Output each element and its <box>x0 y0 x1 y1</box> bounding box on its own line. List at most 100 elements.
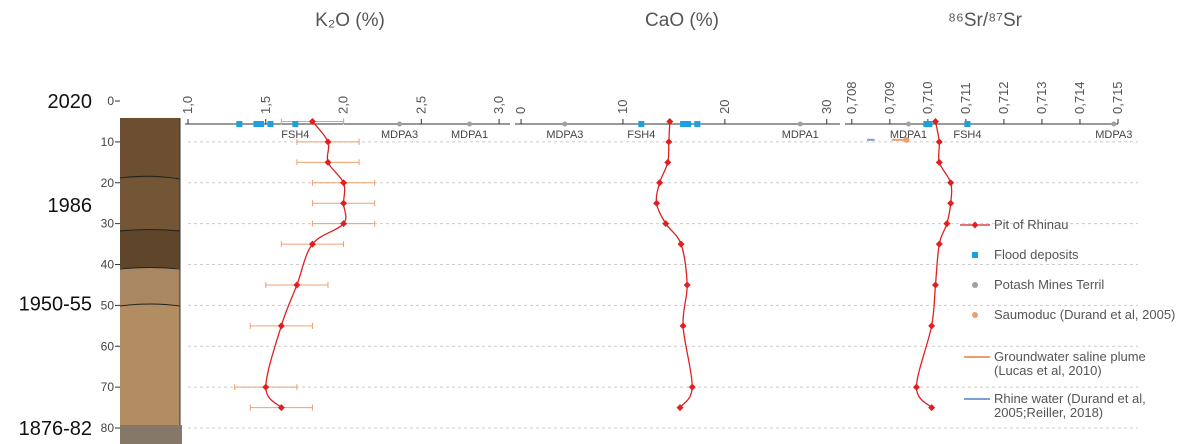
y-tick-label: 60 <box>101 339 115 353</box>
flood-marker <box>258 121 265 127</box>
legend-item: Potash Mines Terril <box>960 278 1184 292</box>
potash-marker <box>1111 121 1117 127</box>
date-label: 1950-55 <box>19 293 92 315</box>
x-tick-label: 0,711 <box>958 82 973 114</box>
x-tick-label: 0,708 <box>844 81 859 114</box>
flood-marker <box>923 121 930 127</box>
point <box>676 404 684 412</box>
flood-marker <box>694 121 701 127</box>
point <box>679 322 687 330</box>
point-label: FSH4 <box>627 129 655 141</box>
point <box>324 158 332 166</box>
legend-item: Pit of Rhinau <box>960 218 1184 232</box>
point <box>935 158 943 166</box>
point <box>912 383 920 391</box>
legend-label: Groundwater saline plume (Lucas et al, 2… <box>994 349 1146 378</box>
point-label: MDPA3 <box>1095 129 1132 141</box>
date-label: 1986 <box>48 195 93 217</box>
potash-marker <box>905 121 911 127</box>
legend-item: Flood deposits <box>960 248 1184 262</box>
x-tick-label: 0,713 <box>1034 81 1049 114</box>
point <box>665 138 673 146</box>
legend-label: Pit of Rhinau <box>994 217 1069 232</box>
potash-marker <box>797 121 803 127</box>
point <box>262 383 270 391</box>
potash-marker <box>397 121 403 127</box>
point <box>656 179 664 187</box>
legend-item: Saumoduc (Durand et al, 2005) <box>960 308 1184 322</box>
point <box>308 117 316 125</box>
x-tick-label: 3,0 <box>491 96 506 114</box>
flood-marker <box>236 121 243 127</box>
point <box>677 240 685 248</box>
legend-icon <box>972 282 978 288</box>
point <box>340 199 348 207</box>
potash-marker <box>562 121 568 127</box>
x-tick-label: 2,0 <box>336 96 351 114</box>
x-tick-label: 0,712 <box>996 81 1011 114</box>
point <box>324 138 332 146</box>
point-label: MDPA3 <box>381 129 418 141</box>
legend-icon <box>972 312 978 318</box>
legend-icon <box>964 398 990 400</box>
point <box>277 404 285 412</box>
point <box>928 404 936 412</box>
point <box>928 322 936 330</box>
y-tick-label: 80 <box>101 421 115 435</box>
x-tick-label: 10 <box>615 100 630 114</box>
point-label: MDPA1 <box>890 129 927 141</box>
flood-marker <box>926 121 933 127</box>
x-tick-label: 0,715 <box>1110 81 1125 114</box>
legend-label: Rhine water (Durand et al, 2005;Reiller,… <box>994 391 1146 420</box>
point <box>653 199 661 207</box>
flood-marker <box>253 121 260 127</box>
point-label: MDPA1 <box>782 129 819 141</box>
flood-marker <box>680 121 687 127</box>
point <box>664 158 672 166</box>
point <box>308 240 316 248</box>
x-tick-label: 0 <box>513 107 528 114</box>
y-tick-label: 20 <box>101 176 115 190</box>
point <box>947 199 955 207</box>
flood-marker <box>267 121 274 127</box>
point <box>688 383 696 391</box>
y-tick-label: 40 <box>101 258 115 272</box>
point <box>293 281 301 289</box>
point-label: FSH4 <box>281 129 309 141</box>
point <box>947 179 955 187</box>
point <box>340 220 348 228</box>
legend-label: Potash Mines Terril <box>994 277 1105 292</box>
flood-marker <box>964 121 971 127</box>
legend-marker <box>972 312 978 318</box>
point <box>340 179 348 187</box>
legend-marker <box>971 221 979 229</box>
flood-marker <box>638 121 645 127</box>
date-label: 1876-82 <box>19 418 92 440</box>
point <box>683 281 691 289</box>
legend-marker <box>972 252 978 258</box>
flood-marker <box>685 121 692 127</box>
point <box>931 117 939 125</box>
point <box>277 322 285 330</box>
date-label: 2020 <box>48 91 93 113</box>
legend-icon <box>972 252 978 258</box>
legend-marker <box>972 282 978 288</box>
legend-icon <box>964 356 990 358</box>
point <box>666 117 674 125</box>
x-tick-label: 1,5 <box>258 96 273 114</box>
legend-label: Flood deposits <box>994 247 1079 262</box>
point-label: MDPA3 <box>546 129 583 141</box>
x-tick-label: 2,5 <box>413 96 428 114</box>
x-tick-label: 20 <box>717 100 732 114</box>
flood-marker <box>292 121 299 127</box>
point-label: MDPA1 <box>451 129 488 141</box>
point <box>931 281 939 289</box>
point <box>662 220 670 228</box>
panel-title: K₂O (%) <box>315 10 385 31</box>
panel-title: ⁸⁶Sr/⁸⁷Sr <box>948 10 1023 31</box>
potash-marker <box>467 121 473 127</box>
legend-item: Rhine water (Durand et al, 2005;Reiller,… <box>960 392 1184 420</box>
y-tick-label: 0 <box>107 94 114 108</box>
